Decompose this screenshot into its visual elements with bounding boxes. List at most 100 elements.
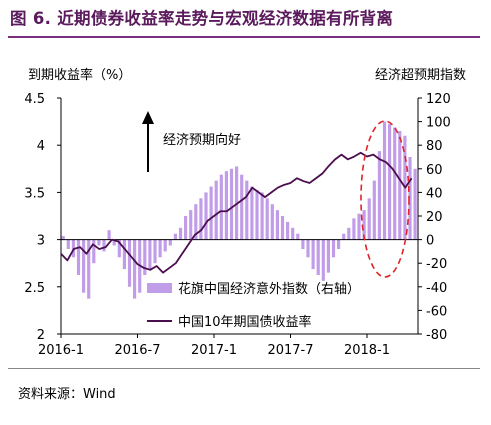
bar-mark [362,210,366,240]
bar-mark [87,239,91,299]
bar-mark [275,210,279,240]
bar-mark [291,227,295,240]
bar-mark [265,198,269,240]
left-tick-label: 4.5 [24,92,45,107]
bar-mark [306,239,310,258]
x-tick-label: 2016-1 [38,343,84,358]
legend-label-line: 中国10年期国债收益率 [178,314,312,330]
right-tick-label: 60 [426,163,443,178]
bar-mark [357,213,361,240]
bar-mark [224,171,228,240]
bar-mark [163,239,167,252]
bar-mark [143,239,147,275]
bar-mark [153,239,157,264]
bar-mark [388,123,392,240]
bar-mark [347,227,351,240]
bar-mark [367,198,371,240]
bar-mark [398,131,402,240]
right-axis-title: 经济超预期指数 [375,68,466,83]
bar-mark [173,233,177,240]
bar-mark [331,239,336,258]
bar-mark [316,239,320,275]
right-tick-label: -80 [426,328,447,343]
bar-mark [229,168,234,240]
bar-mark [61,236,65,240]
bar-mark [245,180,249,240]
left-tick-label: 3.5 [24,186,45,201]
bar-mark [393,127,397,240]
bar-mark [260,192,264,240]
bar-mark [204,192,208,240]
labels-layer: 2 2.5 3 3.5 4 4.5 -80 -60 -40 -20 0 20 40 60 80 100 120 2… [24,67,466,358]
legend-label-bar: 花旗中国经济意外指数（右轴） [178,281,360,297]
bar-mark [158,239,162,258]
bar-mark [76,239,81,275]
left-tick-label: 3 [37,234,45,249]
left-tick-label: 2 [37,328,45,343]
left-tick-label: 4 [37,139,45,154]
bar-mark [199,198,203,240]
highlight-ellipse [360,120,410,278]
bar-mark [127,239,132,287]
title-divider [8,36,480,38]
right-tick-label: 80 [426,139,443,154]
bar-mark [286,221,290,240]
bar-mark [214,180,218,240]
bar-mark [342,233,346,240]
bar-mark [66,239,70,250]
bar-mark [107,230,111,240]
annotation-arrow-head [142,111,154,124]
bar-mark [112,239,116,246]
right-tick-label: 20 [426,210,443,225]
bar-mark [255,190,259,240]
annotation-text: 经济预期向好 [163,132,241,148]
right-tick-label: -40 [426,281,447,296]
bar-mark [82,239,86,293]
bar-mark [184,216,188,240]
x-tick-label: 2017-7 [267,343,313,358]
right-tick-label: 120 [426,92,451,107]
bar-mark [382,121,387,240]
bar-mark [133,239,137,299]
right-tick-label: -20 [426,257,447,272]
left-axis-title: 到期收益率（%） [28,67,131,83]
page-title: 图 6. 近期债券收益率走势与宏观经济数据有所背离 [10,9,394,28]
bar-mark [377,151,381,240]
line-layer [60,111,413,278]
footer-divider [8,368,480,369]
bar-mark [117,239,121,258]
bar-mark [250,186,254,240]
bar-mark [280,216,285,240]
bar-mark [240,174,244,240]
bar-mark [270,204,274,240]
bar-mark [189,210,193,240]
bar-mark [321,239,325,281]
legend-swatch-bar [147,283,172,293]
bars-layer [61,121,417,299]
x-tick-label: 2016-7 [114,343,160,358]
x-tick-label: 2018-1 [344,343,390,358]
right-tick-label: -60 [426,304,447,319]
bar-mark [122,239,126,270]
bar-mark [194,204,198,240]
bar-mark [352,218,356,240]
bar-mark [219,174,223,240]
bar-mark [337,239,341,250]
bar-mark [148,239,152,270]
bar-mark [413,168,417,240]
bar-mark [326,239,330,273]
bar-mark [178,227,183,240]
right-tick-label: 40 [426,186,443,201]
series-line-bond-yield [60,151,413,274]
axes-layer [57,97,422,338]
bar-mark [97,239,101,246]
bar-mark [408,157,412,240]
bar-mark [311,239,315,270]
bar-mark [296,233,300,240]
left-tick-label: 2.5 [24,281,45,296]
bar-mark [92,239,96,264]
bar-mark [372,180,376,240]
right-tick-label: 100 [426,116,451,131]
right-tick-label: 0 [426,234,434,249]
